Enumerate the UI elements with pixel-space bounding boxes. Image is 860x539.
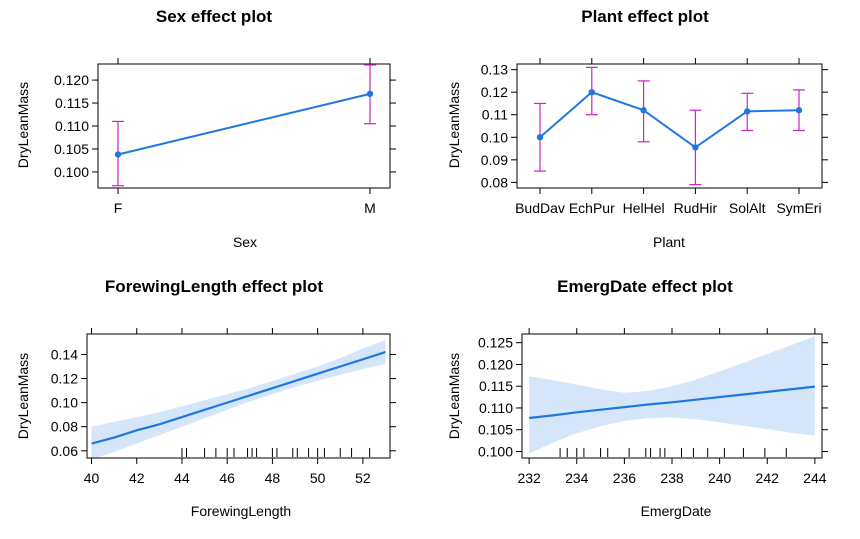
confidence-band: [529, 336, 815, 454]
y-axis-label: DryLeanMass: [446, 82, 462, 168]
x-tick-label: SymEri: [776, 200, 821, 216]
y-tick-label: 0.110: [55, 118, 89, 134]
x-tick-label: 240: [708, 470, 732, 486]
x-tick-label: F: [114, 200, 123, 216]
y-tick-label: 0.120: [54, 72, 89, 88]
y-tick-label: 0.110: [479, 400, 513, 416]
y-tick-label: 0.13: [481, 62, 508, 78]
sex-effect-panel: Sex effect plot Sex DryLeanMass 0.100 0.1…: [15, 7, 396, 250]
panel-title: EmergDate effect plot: [557, 277, 733, 296]
panel-title: ForewingLength effect plot: [105, 277, 323, 296]
panel-title: Plant effect plot: [581, 7, 709, 26]
x-tick-label: 44: [174, 470, 190, 486]
data-point: [795, 107, 803, 114]
series-line: [539, 91, 800, 149]
data-point: [744, 108, 751, 115]
x-tick-label: 50: [310, 470, 326, 486]
y-tick-label: 0.10: [481, 129, 508, 145]
x-axis-label: Sex: [233, 234, 257, 250]
forewinglength-effect-panel: ForewingLength effect plot ForewingLengt…: [15, 277, 396, 519]
plot-frame: [97, 63, 391, 189]
data-point: [640, 107, 647, 114]
y-tick-label: 0.08: [51, 419, 78, 435]
plant-effect-panel: Plant effect plot Plant DryLeanMass 0.08…: [446, 7, 828, 250]
x-tick-label: 46: [219, 470, 235, 486]
x-tick-label: 48: [265, 470, 281, 486]
x-tick-label: M: [364, 200, 376, 216]
fit-line: [91, 351, 386, 445]
y-axis-label: DryLeanMass: [15, 353, 31, 439]
y-tick-label: 0.100: [54, 164, 89, 180]
x-tick-label: RudHir: [674, 200, 718, 216]
data-point: [114, 151, 122, 158]
series-line: [117, 92, 371, 156]
y-tick-label: 0.125: [478, 335, 513, 351]
y-tick-label: 0.11: [482, 107, 508, 123]
x-tick-label: 242: [756, 470, 780, 486]
x-tick-label: 232: [517, 470, 541, 486]
x-tick-label: 238: [660, 470, 684, 486]
y-tick-label: 0.100: [478, 443, 513, 459]
y-tick-label: 0.09: [481, 152, 508, 168]
x-tick-label: SolAlt: [729, 200, 766, 216]
x-tick-label: 244: [803, 470, 827, 486]
data-point: [588, 88, 595, 96]
y-tick-label: 0.08: [481, 174, 508, 190]
emergdate-effect-panel: EmergDate effect plot EmergDate DryLeanM…: [446, 277, 828, 519]
x-axis-label: ForewingLength: [191, 503, 291, 519]
data-point: [366, 90, 374, 98]
y-tick-label: 0.14: [51, 346, 78, 362]
fit-line: [529, 385, 815, 420]
y-tick-label: 0.12: [481, 84, 508, 100]
x-axis-label: Plant: [653, 234, 685, 250]
x-tick-label: 234: [565, 470, 589, 486]
y-axis-label: DryLeanMass: [446, 353, 462, 439]
plot-frame: [516, 63, 823, 189]
panel-title: Sex effect plot: [156, 7, 273, 26]
x-tick-label: BudDav: [515, 200, 565, 216]
x-tick-label: HelHel: [623, 200, 665, 216]
data-point: [536, 134, 544, 141]
y-tick-label: 0.12: [51, 371, 78, 387]
plot-frame: [86, 333, 391, 459]
x-tick-label: 40: [84, 470, 100, 486]
y-tick-label: 0.06: [51, 443, 78, 459]
x-tick-label: 236: [613, 470, 637, 486]
x-tick-label: EchPur: [569, 200, 615, 216]
x-tick-label: 52: [355, 470, 371, 486]
x-axis-label: EmergDate: [641, 503, 712, 519]
y-tick-label: 0.105: [478, 422, 513, 438]
y-tick-label: 0.105: [54, 141, 89, 157]
y-tick-label: 0.115: [55, 95, 89, 111]
y-tick-label: 0.115: [479, 378, 513, 394]
x-tick-label: 42: [129, 470, 145, 486]
y-tick-label: 0.10: [51, 395, 78, 411]
y-tick-label: 0.120: [478, 356, 513, 372]
y-axis-label: DryLeanMass: [15, 82, 31, 168]
data-point: [692, 144, 699, 151]
